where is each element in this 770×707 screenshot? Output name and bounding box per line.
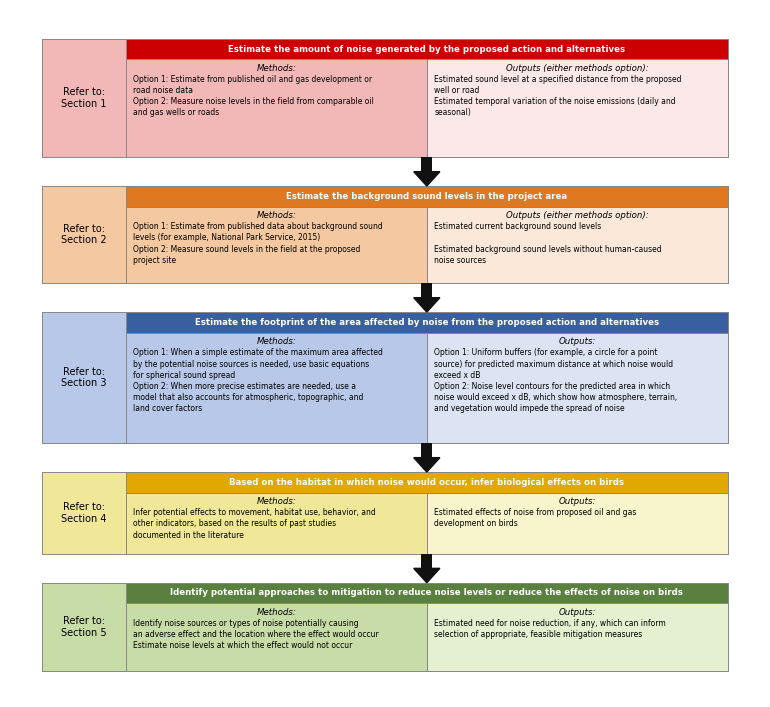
Text: Option 1: Uniform buffers (for example, a circle for a point
source) for predict: Option 1: Uniform buffers (for example, … bbox=[434, 349, 678, 413]
Bar bbox=[421, 443, 432, 457]
Bar bbox=[126, 39, 728, 59]
Bar bbox=[42, 472, 728, 554]
Text: Estimated sound level at a specified distance from the proposed
well or road
Est: Estimated sound level at a specified dis… bbox=[434, 75, 681, 117]
Bar bbox=[42, 39, 126, 157]
Text: Estimated current background sound levels

Estimated background sound levels wit: Estimated current background sound level… bbox=[434, 223, 662, 264]
Text: Refer to:
Section 1: Refer to: Section 1 bbox=[62, 87, 107, 109]
Bar bbox=[126, 186, 728, 206]
Text: Outputs:: Outputs: bbox=[558, 608, 596, 617]
Bar bbox=[427, 603, 728, 671]
Bar bbox=[427, 493, 728, 554]
Text: Refer to:
Section 4: Refer to: Section 4 bbox=[62, 502, 107, 524]
Bar bbox=[42, 186, 728, 284]
Text: Estimated effects of noise from proposed oil and gas
development on birds: Estimated effects of noise from proposed… bbox=[434, 508, 637, 528]
Bar bbox=[126, 312, 728, 332]
Bar bbox=[126, 493, 427, 554]
Text: Refer to:
Section 5: Refer to: Section 5 bbox=[62, 616, 107, 638]
Text: Methods:: Methods: bbox=[256, 64, 296, 73]
Bar bbox=[42, 583, 728, 671]
Text: Refer to:
Section 3: Refer to: Section 3 bbox=[62, 367, 107, 388]
Text: Option 1: When a simple estimate of the maximum area affected
by the potential n: Option 1: When a simple estimate of the … bbox=[133, 349, 383, 413]
Bar bbox=[126, 332, 427, 443]
Bar bbox=[42, 186, 126, 284]
Text: Option 1: Estimate from published oil and gas development or
road noise data
Opt: Option 1: Estimate from published oil an… bbox=[133, 75, 374, 117]
Text: Identify potential approaches to mitigation to reduce noise levels or reduce the: Identify potential approaches to mitigat… bbox=[170, 588, 683, 597]
Text: Methods:: Methods: bbox=[256, 608, 296, 617]
Bar bbox=[126, 603, 427, 671]
Bar bbox=[126, 206, 427, 284]
Text: Outputs:: Outputs: bbox=[558, 337, 596, 346]
Text: Outputs:: Outputs: bbox=[558, 497, 596, 506]
Text: Estimate the amount of noise generated by the proposed action and alternatives: Estimate the amount of noise generated b… bbox=[228, 45, 625, 54]
Bar bbox=[42, 583, 126, 671]
Text: Outputs (either methods option):: Outputs (either methods option): bbox=[506, 211, 648, 220]
Bar bbox=[126, 583, 728, 603]
Bar bbox=[42, 472, 126, 554]
Bar bbox=[421, 284, 432, 298]
Bar bbox=[42, 39, 728, 157]
Text: Identify noise sources or types of noise potentially causing
an adverse effect a: Identify noise sources or types of noise… bbox=[133, 619, 379, 650]
Bar bbox=[427, 59, 728, 157]
Bar bbox=[421, 157, 432, 172]
Text: Estimate the footprint of the area affected by noise from the proposed action an: Estimate the footprint of the area affec… bbox=[195, 318, 659, 327]
Bar bbox=[427, 206, 728, 284]
Text: Methods:: Methods: bbox=[256, 337, 296, 346]
Text: Infer potential effects to movement, habitat use, behavior, and
other indicators: Infer potential effects to movement, hab… bbox=[133, 508, 376, 539]
Text: Methods:: Methods: bbox=[256, 497, 296, 506]
Bar bbox=[42, 312, 728, 443]
Text: Option 1: Estimate from published data about background sound
levels (for exampl: Option 1: Estimate from published data a… bbox=[133, 223, 383, 264]
Bar bbox=[42, 312, 126, 443]
Polygon shape bbox=[413, 568, 440, 583]
Polygon shape bbox=[413, 172, 440, 186]
Bar bbox=[427, 332, 728, 443]
Bar bbox=[126, 59, 427, 157]
Text: Estimated need for noise reduction, if any, which can inform
selection of approp: Estimated need for noise reduction, if a… bbox=[434, 619, 666, 639]
Text: Refer to:
Section 2: Refer to: Section 2 bbox=[62, 224, 107, 245]
Polygon shape bbox=[413, 457, 440, 472]
Polygon shape bbox=[413, 298, 440, 312]
Text: Outputs (either methods option):: Outputs (either methods option): bbox=[506, 64, 648, 73]
Text: Estimate the background sound levels in the project area: Estimate the background sound levels in … bbox=[286, 192, 567, 201]
Text: Methods:: Methods: bbox=[256, 211, 296, 220]
Bar bbox=[421, 554, 432, 568]
Bar bbox=[126, 472, 728, 493]
Text: Based on the habitat in which noise would occur, infer biological effects on bir: Based on the habitat in which noise woul… bbox=[229, 478, 624, 487]
